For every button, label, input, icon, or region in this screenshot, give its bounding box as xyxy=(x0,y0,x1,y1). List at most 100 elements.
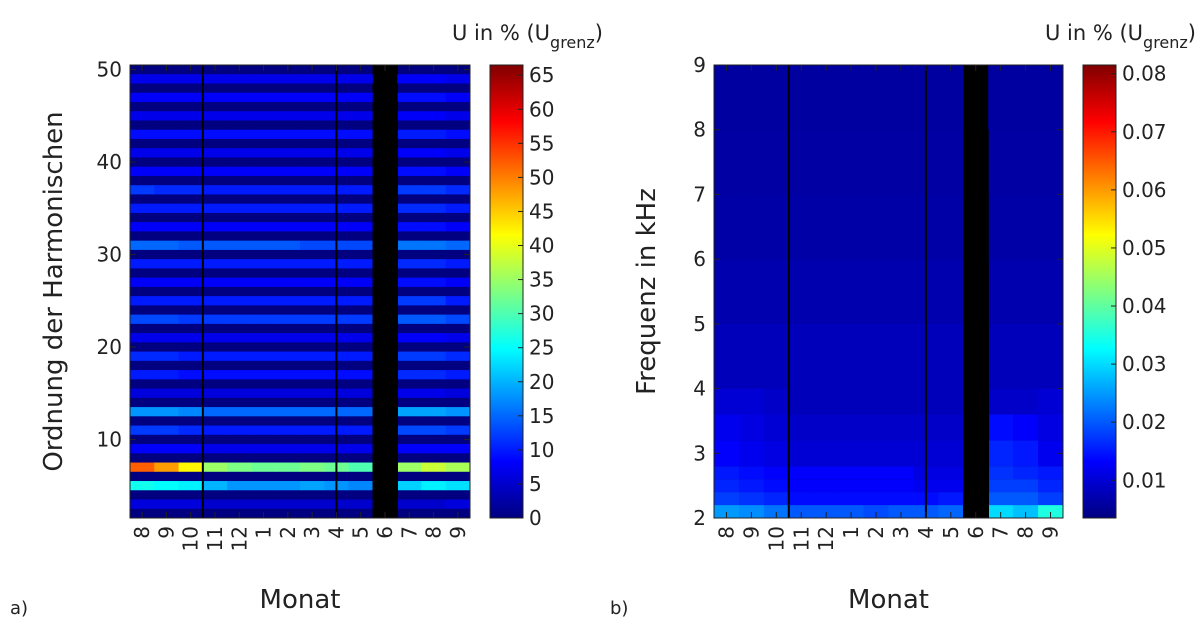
heat-cell xyxy=(445,481,471,491)
heat-cell xyxy=(421,370,447,380)
y-tick-label: 8 xyxy=(693,118,706,142)
heat-cell xyxy=(738,323,765,389)
heat-cell xyxy=(1013,414,1039,441)
y-tick-label: 40 xyxy=(97,150,122,174)
heat-cell xyxy=(838,440,865,467)
heat-cell xyxy=(130,74,155,84)
heat-cell xyxy=(813,65,840,130)
heat-cell xyxy=(154,74,180,84)
heat-cell xyxy=(1013,479,1039,493)
heat-cell xyxy=(227,277,252,287)
heat-cell xyxy=(130,277,155,287)
heat-cell xyxy=(251,185,277,195)
heat-cell xyxy=(202,388,228,398)
heat-cell xyxy=(838,505,865,518)
heat-cell xyxy=(227,462,252,472)
heat-cell xyxy=(714,65,740,130)
heat-cell xyxy=(348,166,374,176)
heat-cell xyxy=(300,407,325,417)
heat-cell xyxy=(300,92,325,102)
y-axis-label: Ordnung der Harmonischen xyxy=(39,111,69,471)
colorbar-tick-label: 10 xyxy=(529,438,554,462)
heat-cell xyxy=(397,351,422,361)
heat-cell xyxy=(202,148,228,158)
heat-cell xyxy=(445,148,471,158)
x-tick-label: 9 xyxy=(739,526,763,539)
heat-cell xyxy=(227,92,252,102)
heat-cell xyxy=(154,314,180,324)
heat-cell xyxy=(348,92,374,102)
heat-cell xyxy=(397,92,422,102)
colorbar-label-text: U in % (U xyxy=(1045,21,1143,45)
heat-cell xyxy=(251,444,277,454)
missing-data xyxy=(963,65,989,518)
heat-cell xyxy=(130,166,155,176)
heat-cell xyxy=(300,74,325,84)
heat-cell xyxy=(838,259,865,324)
heat-cell xyxy=(938,440,964,467)
heat-cell xyxy=(251,462,277,472)
heat-cell xyxy=(397,222,422,232)
x-tick-label: 3 xyxy=(300,526,324,539)
colorbar xyxy=(1082,64,1117,519)
heat-cell xyxy=(251,203,277,213)
heat-cell xyxy=(227,111,252,121)
heat-cell xyxy=(838,388,865,415)
panel-label: a) xyxy=(10,598,28,619)
heat-cell xyxy=(863,440,889,467)
colorbar-label-sub: grenz xyxy=(1143,33,1188,52)
x-tick-label: 10 xyxy=(179,526,203,551)
heat-cell xyxy=(251,388,277,398)
heat-cell xyxy=(178,481,204,491)
heat-cell xyxy=(130,92,155,102)
heat-cell xyxy=(397,388,422,398)
heat-cell xyxy=(763,505,790,518)
heat-cell xyxy=(445,407,471,417)
heat-cell xyxy=(738,492,765,506)
heat-cell xyxy=(397,129,422,139)
x-tick-label: 8 xyxy=(422,526,446,539)
heat-cell xyxy=(397,407,422,417)
heat-cell xyxy=(300,259,325,269)
heat-cell xyxy=(1013,259,1039,324)
heat-cell xyxy=(130,370,155,380)
x-axis-label: Monat xyxy=(848,585,929,615)
y-tick-label: 10 xyxy=(97,427,122,451)
heat-cell xyxy=(154,499,180,509)
heat-cell xyxy=(838,479,865,493)
heat-cell xyxy=(227,203,252,213)
colorbar-tick-label: 50 xyxy=(529,165,554,189)
heat-cell xyxy=(227,481,252,491)
heat-cell xyxy=(445,74,471,84)
heat-cell xyxy=(178,185,204,195)
heat-cell xyxy=(988,129,1014,195)
heat-cell xyxy=(154,203,180,213)
heat-cell xyxy=(863,466,889,480)
heat-cell xyxy=(445,277,471,287)
heat-cell xyxy=(130,203,155,213)
heat-cell xyxy=(178,74,204,84)
heat-cell xyxy=(788,65,815,130)
x-tick-label: 12 xyxy=(814,526,838,551)
heat-cell xyxy=(788,129,815,195)
heat-cell xyxy=(202,129,228,139)
x-tick-label: 4 xyxy=(914,526,938,539)
y-tick-label: 3 xyxy=(693,441,706,465)
heat-cell xyxy=(202,166,228,176)
heat-cell xyxy=(251,92,277,102)
heat-cell xyxy=(888,505,914,518)
plot-frame xyxy=(129,64,471,519)
heat-cell xyxy=(738,505,765,518)
heat-cell xyxy=(227,240,252,250)
heat-cell xyxy=(763,194,790,260)
heat-cell xyxy=(421,388,447,398)
heat-cell xyxy=(275,259,301,269)
heat-cell xyxy=(888,466,914,480)
colorbar-tick-label: 60 xyxy=(529,97,554,121)
heat-cell xyxy=(445,462,471,472)
heat-cell xyxy=(1038,414,1064,441)
heat-cell xyxy=(300,203,325,213)
heat-cell xyxy=(275,74,301,84)
heat-cell xyxy=(348,277,374,287)
heat-cell xyxy=(130,444,155,454)
